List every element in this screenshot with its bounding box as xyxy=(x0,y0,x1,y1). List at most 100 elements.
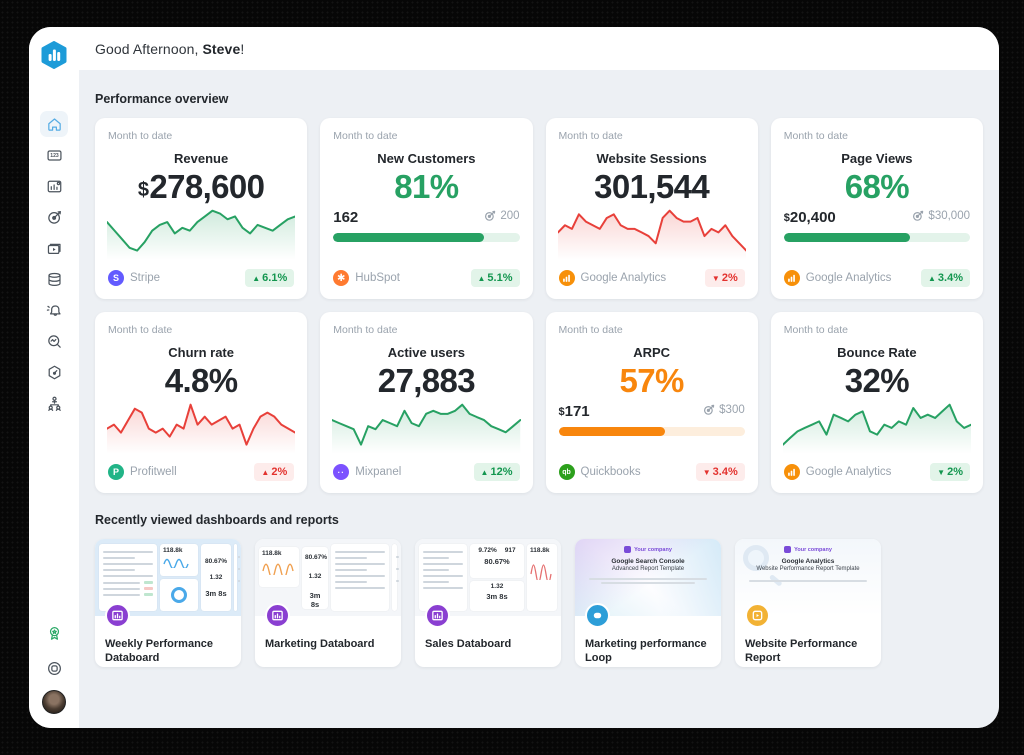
kpi-value: 32% xyxy=(844,362,910,399)
svg-text:123: 123 xyxy=(50,153,59,159)
period-label: Month to date xyxy=(783,324,848,336)
recent-card-weekly-performance[interactable]: 118.8k ­ 80.67% 1.32 3m 8s xyxy=(95,539,241,667)
sidebar-item-metrics[interactable]: 123 xyxy=(40,142,68,168)
videos-icon xyxy=(47,243,61,254)
recent-card-title: Marketing performance Loop xyxy=(585,638,707,664)
quickbooks-icon: qb xyxy=(558,464,575,481)
kpi-title: New Customers xyxy=(377,151,476,166)
databox-logo[interactable] xyxy=(40,41,68,69)
kpi-card-page-views[interactable]: Month to date Page Views 68% $20,400 $30… xyxy=(770,118,983,299)
kpi-card-bounce-rate[interactable]: Month to date Bounce Rate 32% Google Ana… xyxy=(770,312,983,493)
progress-labels: 162 200 xyxy=(333,209,519,226)
play-report-icon xyxy=(752,610,763,621)
kpi-title: Revenue xyxy=(174,151,229,166)
content: Performance overview Month to date Reven… xyxy=(79,70,999,728)
report-template-thumbnail: Your company Google Search Console Advan… xyxy=(575,539,721,616)
performance-overview-title: Performance overview xyxy=(95,92,229,106)
databoards-icon xyxy=(47,180,61,192)
change-badge: ▼ 2% xyxy=(704,269,745,287)
source-name: Stripe xyxy=(130,272,161,284)
kpi-card-new-customers[interactable]: Month to date New Customers 81% 162 200 … xyxy=(320,118,533,299)
progress-labels: $171 $300 xyxy=(559,403,745,420)
kpi-value: $278,600 xyxy=(137,168,265,205)
profitwell-icon: P xyxy=(108,464,124,480)
recently-viewed-title: Recently viewed dashboards and reports xyxy=(95,513,339,527)
sidebar-item-help[interactable] xyxy=(40,655,68,681)
period-label: Month to date xyxy=(108,130,173,142)
goal-target-icon xyxy=(704,404,715,415)
app-window: 123 xyxy=(29,27,999,728)
template-description-line xyxy=(749,580,867,582)
recent-card-title: Weekly Performance Databoard xyxy=(105,638,214,664)
report-badge-icon xyxy=(745,603,770,628)
sidebar-item-benchmarks[interactable] xyxy=(40,359,68,385)
kpi-card-website-sessions[interactable]: Month to date Website Sessions 301,544 G… xyxy=(545,118,758,299)
change-badge: ▲ 5.1% xyxy=(470,269,520,288)
sidebar-item-query-builder[interactable] xyxy=(40,328,68,354)
alerts-icon xyxy=(46,304,61,316)
kpi-value: 301,544 xyxy=(594,168,710,205)
source-name: Google Analytics xyxy=(805,272,892,285)
change-badge: ▲ 12% xyxy=(473,463,520,481)
company-badge: Your company xyxy=(575,546,721,553)
sidebar-item-databoards[interactable] xyxy=(40,173,68,199)
google-analytics-icon xyxy=(558,270,575,286)
kpi-footer: Google Analytics ▼ 2% xyxy=(558,268,745,288)
dashboard-thumbnail: 118.8k 80.67% 1.32 3m 8s xyxy=(255,539,401,616)
recent-card-title: Website Performance Report xyxy=(745,638,858,664)
recent-card-website-report[interactable]: Your company Google Analytics Website Pe… xyxy=(735,539,881,667)
kpi-title: Page Views xyxy=(841,151,913,166)
sidebar-item-videos[interactable] xyxy=(40,235,68,261)
current-value: 162 xyxy=(333,208,359,226)
kpi-footer: qb Quickbooks ▼ 3.4% xyxy=(558,462,745,482)
sparkline-chart xyxy=(107,400,296,454)
loop-icon xyxy=(593,612,602,619)
recent-card-title: Sales Databoard xyxy=(425,638,512,650)
google-analytics-icon xyxy=(783,464,800,480)
recent-card-sales-databoard[interactable]: 9.72% 917 80.67% 1.32 3m 8s 118.8k xyxy=(415,539,561,667)
kpi-card-revenue[interactable]: Month to date Revenue $278,600 S Stripe … xyxy=(95,118,308,299)
recent-card-marketing-databoard[interactable]: 118.8k 80.67% 1.32 3m 8s xyxy=(255,539,401,667)
progress-bar xyxy=(333,232,520,242)
template-title: Google Search Console xyxy=(611,558,685,565)
sidebar-item-rewards[interactable] xyxy=(40,620,68,646)
metrics-icon: 123 xyxy=(46,149,62,161)
period-label: Month to date xyxy=(108,324,173,336)
period-label: Month to date xyxy=(333,130,398,142)
goal-target-icon xyxy=(485,210,496,221)
sidebar-bottom xyxy=(40,620,68,714)
arrow-up-icon: ▲ xyxy=(928,274,936,284)
recent-card-marketing-loop[interactable]: Your company Google Search Console Advan… xyxy=(575,539,721,667)
kpi-card-active-users[interactable]: Month to date Active users 27,883 ·· Mix… xyxy=(320,312,533,493)
main-area: Good Afternoon, Steve! Performance overv… xyxy=(79,27,999,728)
recent-card-title: Marketing Databoard xyxy=(265,638,375,650)
sidebar-item-alerts[interactable] xyxy=(40,297,68,323)
change-badge: ▼ 2% xyxy=(930,463,970,481)
recent-grid: 118.8k ­ 80.67% 1.32 3m 8s xyxy=(95,539,983,667)
user-avatar[interactable] xyxy=(42,690,66,714)
company-logo-icon xyxy=(624,546,632,553)
progress-bar xyxy=(783,232,970,242)
databoard-icon xyxy=(432,610,443,621)
progress-bar xyxy=(558,426,745,436)
query-builder-icon xyxy=(47,334,61,348)
goal-target-icon xyxy=(913,210,924,221)
loop-badge-icon xyxy=(585,603,610,628)
kpi-card-arpc[interactable]: Month to date ARPC 57% $171 $300 qb Quic… xyxy=(545,312,758,493)
sidebar-item-home[interactable] xyxy=(40,111,68,137)
arrow-up-icon: ▲ xyxy=(477,274,486,284)
sidebar-item-datasets[interactable] xyxy=(40,266,68,292)
change-badge: ▲ 6.1% xyxy=(245,269,295,287)
kpi-grid: Month to date Revenue $278,600 S Stripe … xyxy=(95,118,983,493)
topbar: Good Afternoon, Steve! xyxy=(79,27,999,70)
period-label: Month to date xyxy=(558,130,623,142)
kpi-card-churn-rate[interactable]: Month to date Churn rate 4.8% P Profitwe… xyxy=(95,312,308,493)
sparkline-chart xyxy=(332,400,521,454)
databoard-badge-icon xyxy=(105,603,130,628)
company-badge: Your company xyxy=(735,546,881,553)
sidebar-nav: 123 xyxy=(40,111,68,416)
sidebar-item-account-hierarchy[interactable] xyxy=(40,390,68,416)
kpi-value: 81% xyxy=(394,168,459,205)
sidebar-item-goals[interactable] xyxy=(40,204,68,230)
sparkline-chart xyxy=(557,206,746,260)
